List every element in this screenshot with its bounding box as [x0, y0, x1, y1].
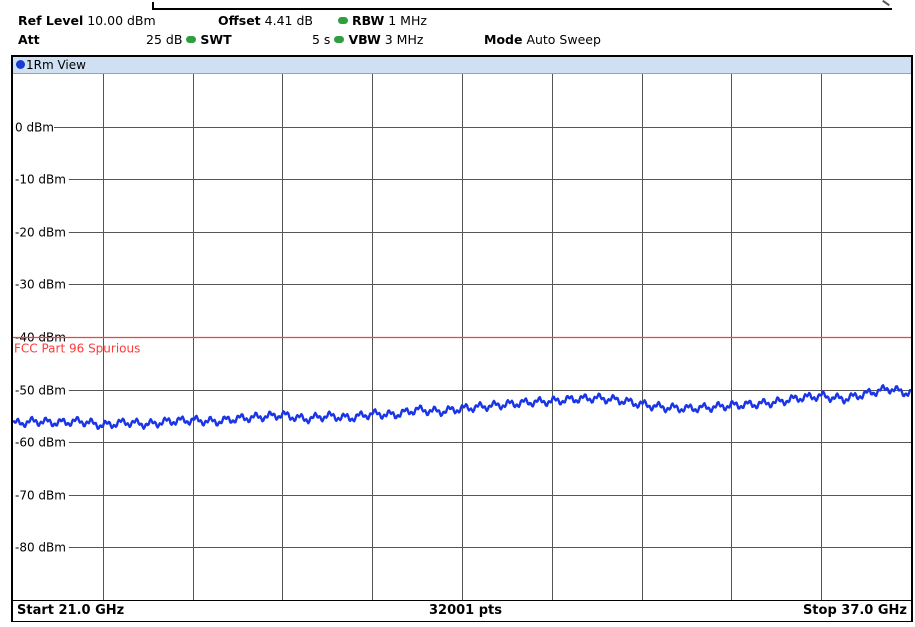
- y-tick-label: -20 dBm: [15, 226, 66, 240]
- rbw-setting[interactable]: RBW 1 MHz: [338, 13, 427, 29]
- y-tick-label-background: [13, 119, 54, 135]
- mode-value: Auto Sweep: [526, 32, 601, 47]
- diagram-frame: [11, 55, 913, 622]
- y-tick-label: -70 dBm: [15, 489, 66, 503]
- att-coupled-indicator-icon: [186, 36, 197, 43]
- limit-line-label: FCC Part 96 Spurious: [14, 342, 140, 356]
- y-tick-label: 0 dBm: [15, 121, 54, 135]
- trace-marker-icon: [16, 60, 25, 69]
- y-tick-label: -80 dBm: [15, 541, 66, 555]
- trace-line: [13, 384, 911, 430]
- rbw-value: 1 MHz: [388, 13, 427, 28]
- ref-level-label: Ref Level: [18, 13, 84, 28]
- sweep-footer: Start 21.0 GHz 32001 pts Stop 37.0 GHz: [13, 600, 911, 621]
- y-tick-label: -10 dBm: [15, 173, 66, 187]
- y-tick-label-background: [13, 224, 69, 240]
- y-tick-label: -50 dBm: [15, 384, 66, 398]
- y-tick-label-background: [13, 487, 69, 503]
- offset-label: Offset: [218, 13, 261, 28]
- swt-value: 5 s: [312, 32, 331, 47]
- att-setting[interactable]: Att: [18, 32, 40, 48]
- offset-setting[interactable]: Offset 4.41 dB: [218, 13, 313, 29]
- att-value: 25 dB: [146, 32, 183, 47]
- ref-level-value: 10.00 dBm: [87, 13, 156, 28]
- y-tick-label-background: [13, 539, 69, 555]
- spectrum-plot[interactable]: 0 dBm-10 dBm-20 dBm-30 dBm-40 dBm-50 dBm…: [13, 74, 911, 600]
- ref-level-setting[interactable]: Ref Level 10.00 dBm: [18, 13, 156, 29]
- y-tick-label-background: [13, 434, 69, 450]
- instrument-header: Ref Level 10.00 dBm Offset 4.41 dB RBW 1…: [0, 0, 915, 52]
- tab-top-line: [152, 8, 892, 10]
- vbw-setting[interactable]: 5 s VBW 3 MHz: [312, 32, 423, 48]
- offset-value: 4.41 dB: [264, 13, 313, 28]
- trace-view-label: 1Rm View: [26, 58, 86, 72]
- start-frequency: Start 21.0 GHz: [17, 603, 125, 618]
- rbw-label: RBW: [352, 13, 385, 28]
- vbw-coupled-indicator-icon: [334, 36, 345, 43]
- y-tick-label: -30 dBm: [15, 278, 66, 292]
- vbw-value: 3 MHz: [384, 32, 424, 47]
- swt-label: SWT: [200, 32, 232, 47]
- tab-corner-line: [152, 2, 154, 10]
- mode-label: Mode: [484, 32, 523, 47]
- y-tick-label-background: [13, 276, 69, 292]
- att-value-group[interactable]: 25 dB SWT: [146, 32, 232, 48]
- mode-setting[interactable]: Mode Auto Sweep: [484, 32, 601, 48]
- y-tick-label-background: [13, 171, 69, 187]
- att-label: Att: [18, 32, 40, 47]
- trace-view-bar[interactable]: 1Rm View: [13, 57, 911, 74]
- vbw-label: VBW: [348, 32, 381, 47]
- y-tick-label: -60 dBm: [15, 436, 66, 450]
- rbw-coupled-indicator-icon: [338, 17, 348, 24]
- stop-frequency: Stop 37.0 GHz: [802, 603, 907, 618]
- tab-end-line: [882, 0, 890, 7]
- y-tick-label-background: [13, 382, 69, 398]
- sweep-points: 32001 pts: [429, 603, 503, 618]
